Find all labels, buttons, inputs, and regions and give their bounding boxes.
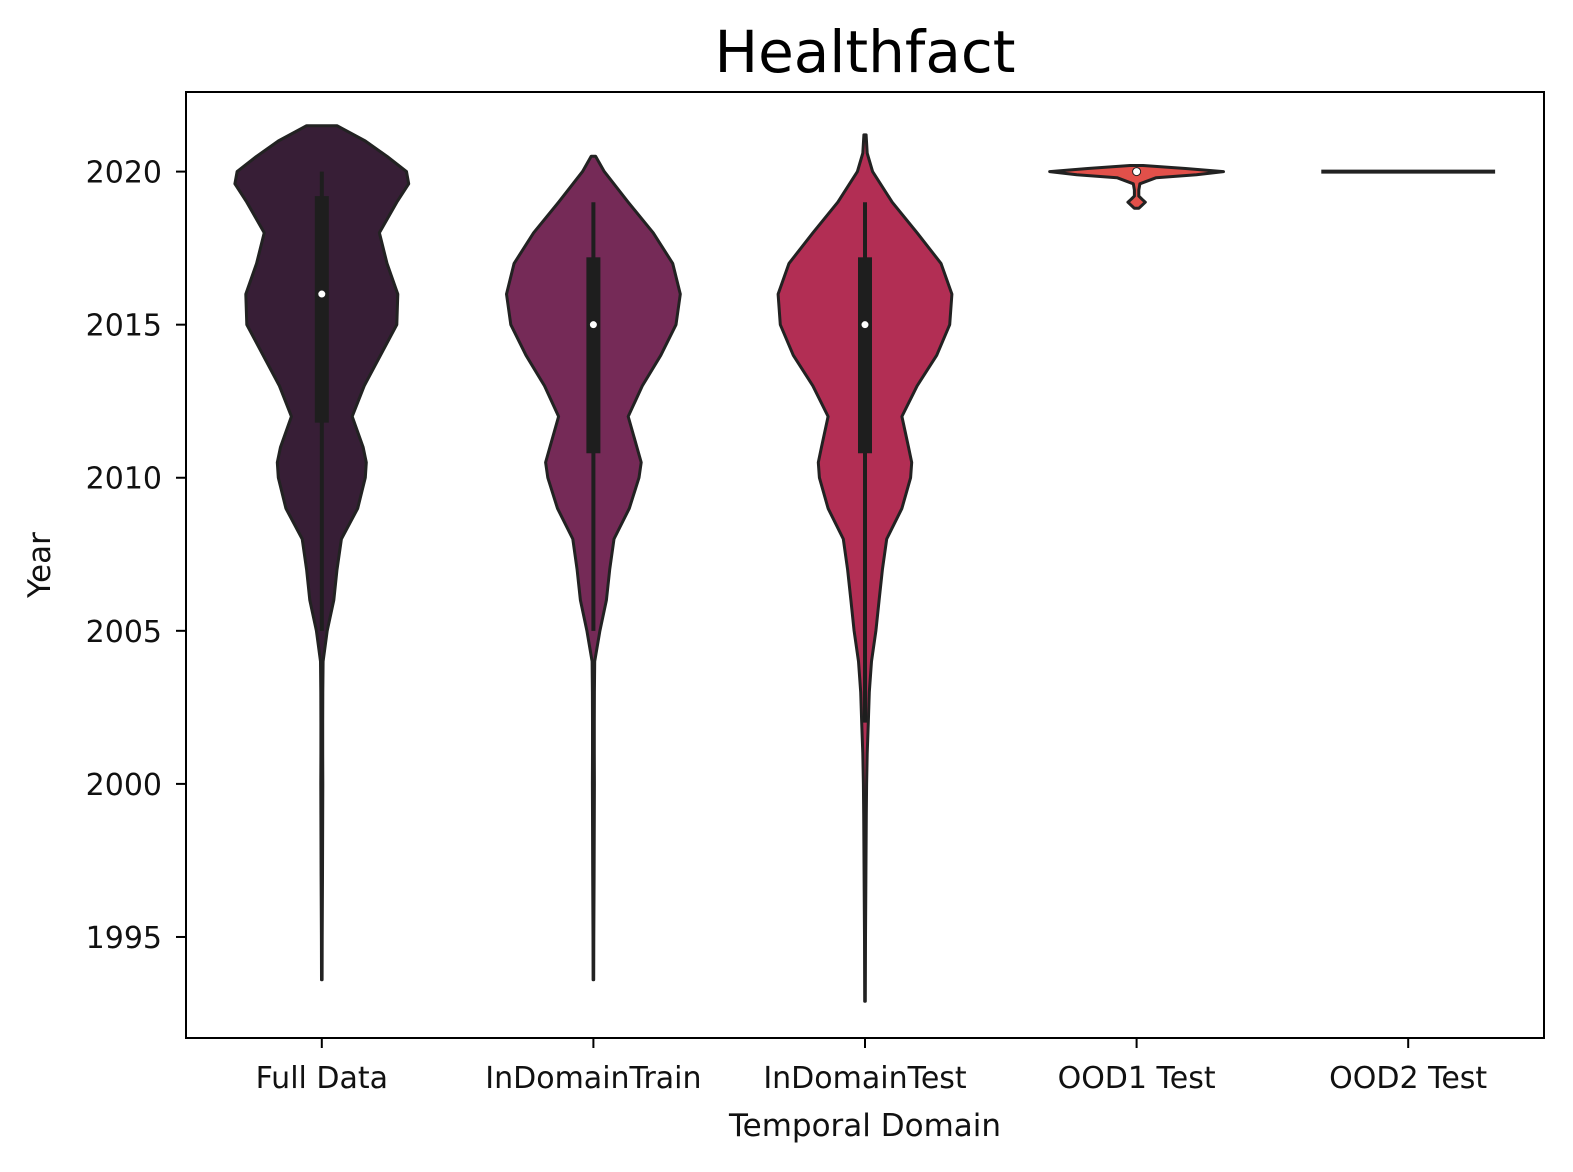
violin-iqr-box [586,257,601,454]
violin-group [233,124,1496,1003]
violin-median-point [317,289,327,299]
x-axis-title: Temporal Domain [728,1108,1001,1144]
y-tick-label: 2020 [86,156,162,191]
x-tick-label: InDomainTest [763,1061,967,1096]
x-tick-label: OOD1 Test [1058,1061,1216,1096]
violin-body [1048,164,1225,210]
y-tick-label: 2010 [86,462,162,497]
violin-iqr-box [858,257,872,454]
chart-title: Healthfact [714,18,1015,86]
violin-median-point [1132,167,1142,177]
x-tick-label: OOD2 Test [1329,1061,1487,1096]
y-tick-label: 2015 [86,309,162,344]
x-tick-label: Full Data [256,1061,388,1096]
y-tick-label: 2000 [86,768,162,803]
violin-median-point [588,320,598,330]
y-axis: 1995 2000 2005 2010 2015 2020 [86,156,186,956]
y-tick-label: 2005 [86,615,162,650]
y-axis-title: Year [22,532,58,599]
x-axis: Full Data InDomainTrain InDomainTest OOD1 T… [256,1038,1487,1096]
violin-median-point [860,320,870,330]
x-tick-label: InDomainTrain [485,1061,701,1096]
y-tick-label: 1995 [86,921,162,956]
violin-iqr-box [314,196,329,423]
